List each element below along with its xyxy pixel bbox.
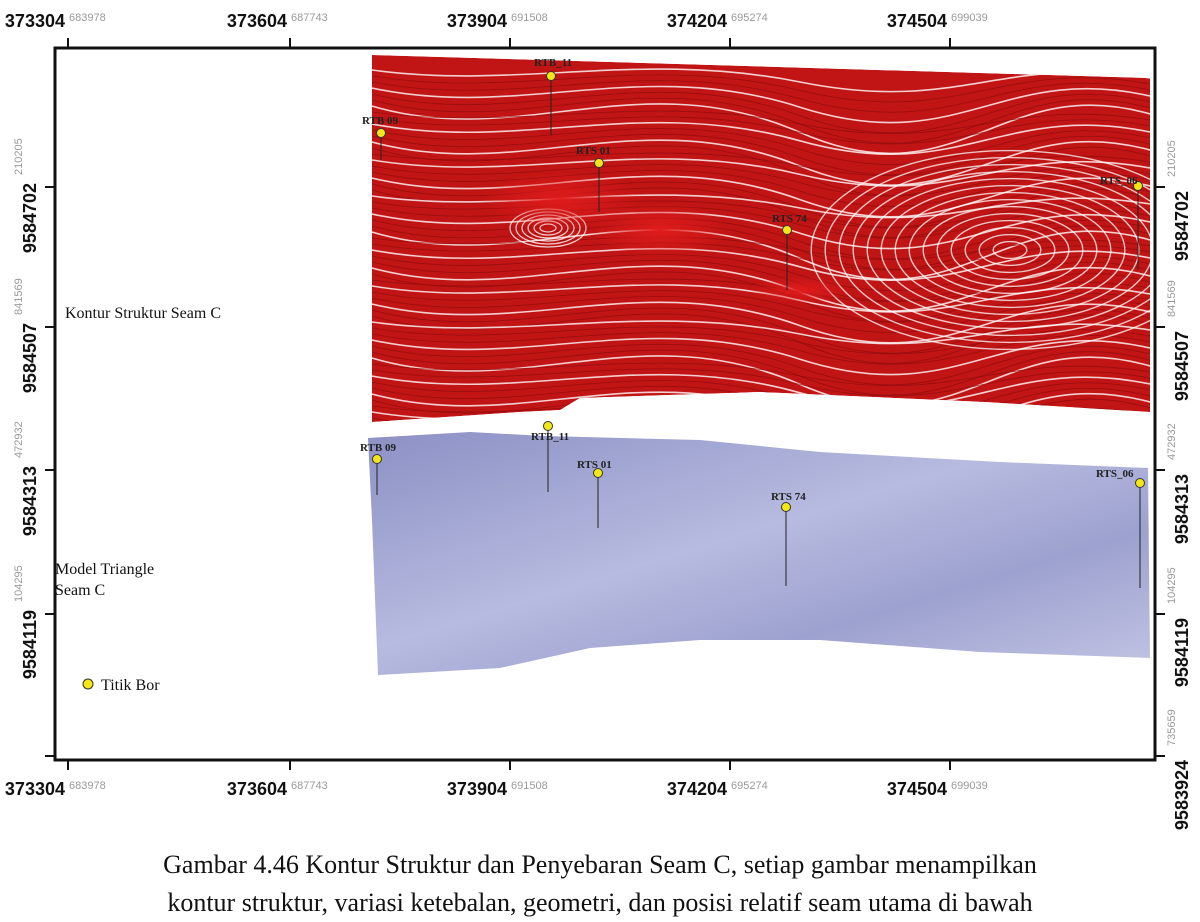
x-tick-sublabel: 691508 <box>511 780 548 792</box>
bottom-borehole-label: RTB 09 <box>360 442 396 454</box>
x-tick-label: 374504 <box>887 779 947 799</box>
x-tick-sublabel: 683978 <box>69 12 106 24</box>
top-borehole-marker-icon <box>546 71 556 81</box>
y-tick-label-right: 9584702 <box>1172 191 1192 261</box>
y-tick-label-right: 9584507 <box>1172 331 1192 401</box>
y-tick-label-left: 9584119 <box>20 610 40 679</box>
x-tick-label: 373304 <box>5 11 65 31</box>
y-tick-sublabel-left: 210205 <box>13 138 25 175</box>
y-tick-sublabel-right: 735659 <box>1166 709 1178 746</box>
contour-structure-surface <box>372 55 1150 422</box>
caption-line-2: kontur struktur, variasi ketebalan, geom… <box>167 888 1033 917</box>
triangle-model-surface <box>368 432 1150 675</box>
y-tick-label-right: 9583924 <box>1172 760 1192 830</box>
x-tick-label: 373604 <box>227 11 287 31</box>
top-borehole-marker-icon <box>594 158 604 168</box>
y-tick-sublabel-right: 841569 <box>1166 280 1178 317</box>
x-tick-sublabel: 699039 <box>951 12 988 24</box>
bottom-borehole-marker-icon <box>372 454 382 464</box>
bottom-borehole-label: RTS 01 <box>577 459 612 471</box>
bottom-borehole-marker-icon <box>781 502 791 512</box>
y-tick-sublabel-left: 472932 <box>13 421 25 458</box>
x-tick-sublabel: 687743 <box>291 12 328 24</box>
x-tick-label: 373904 <box>447 779 507 799</box>
bottom-borehole-label: RTB_11 <box>531 431 569 443</box>
x-tick-sublabel: 691508 <box>511 12 548 24</box>
y-tick-sublabel-right: 104295 <box>1166 567 1178 604</box>
top-borehole-label: RTS_06 <box>1100 175 1138 187</box>
y-tick-label-right: 9584313 <box>1172 474 1192 544</box>
top-borehole-label: RTB 09 <box>362 115 398 127</box>
x-tick-label: 373604 <box>227 779 287 799</box>
legend-borehole-label: Titik Bor <box>101 677 160 694</box>
x-tick-label: 374504 <box>887 11 947 31</box>
y-tick-sublabel-left: 104295 <box>13 565 25 602</box>
top-borehole-label: RTB_11 <box>534 57 572 69</box>
x-tick-label: 373304 <box>5 779 65 799</box>
x-tick-label: 373904 <box>447 11 507 31</box>
y-tick-label-left: 9584313 <box>20 466 40 536</box>
legend-triangle-label-line1: Model Triangle <box>55 561 154 578</box>
bottom-borehole-marker-icon <box>593 468 603 478</box>
legend-contour-label: Kontur Struktur Seam C <box>65 305 221 322</box>
y-tick-sublabel-right: 210205 <box>1166 140 1178 177</box>
x-tick-sublabel: 683978 <box>69 780 106 792</box>
y-tick-sublabel-right: 472932 <box>1166 423 1178 460</box>
x-tick-label: 374204 <box>667 11 727 31</box>
top-borehole-label: RTS 74 <box>772 213 807 225</box>
x-tick-sublabel: 695274 <box>731 780 768 792</box>
x-tick-sublabel: 699039 <box>951 780 988 792</box>
bottom-borehole-label: RTS 74 <box>771 491 806 503</box>
top-borehole-marker-icon <box>376 128 386 138</box>
x-tick-sublabel: 687743 <box>291 780 328 792</box>
bottom-borehole-marker-icon <box>543 421 553 431</box>
caption-line-1: Gambar 4.46 Kontur Struktur dan Penyebar… <box>163 850 1037 879</box>
bottom-borehole-marker-icon <box>1135 478 1145 488</box>
map-figure: 373304 683978 373304 683978 373604 687743 3736… <box>5 11 1192 830</box>
y-tick-sublabel-left: 841569 <box>13 278 25 315</box>
x-tick-sublabel: 695274 <box>731 12 768 24</box>
top-borehole-marker-icon <box>1133 181 1143 191</box>
legend-triangle-label-line2: Seam C <box>55 582 105 599</box>
y-tick-label-left: 9584702 <box>20 183 40 253</box>
y-tick-label-left: 9584507 <box>20 323 40 393</box>
bottom-borehole-label: RTS_06 <box>1096 468 1134 480</box>
x-tick-label: 374204 <box>667 779 727 799</box>
top-borehole-label: RTS 01 <box>576 145 611 157</box>
legend-borehole-marker-icon <box>82 678 94 690</box>
top-borehole-marker-icon <box>782 225 792 235</box>
y-tick-label-right: 9584119 <box>1172 618 1192 687</box>
